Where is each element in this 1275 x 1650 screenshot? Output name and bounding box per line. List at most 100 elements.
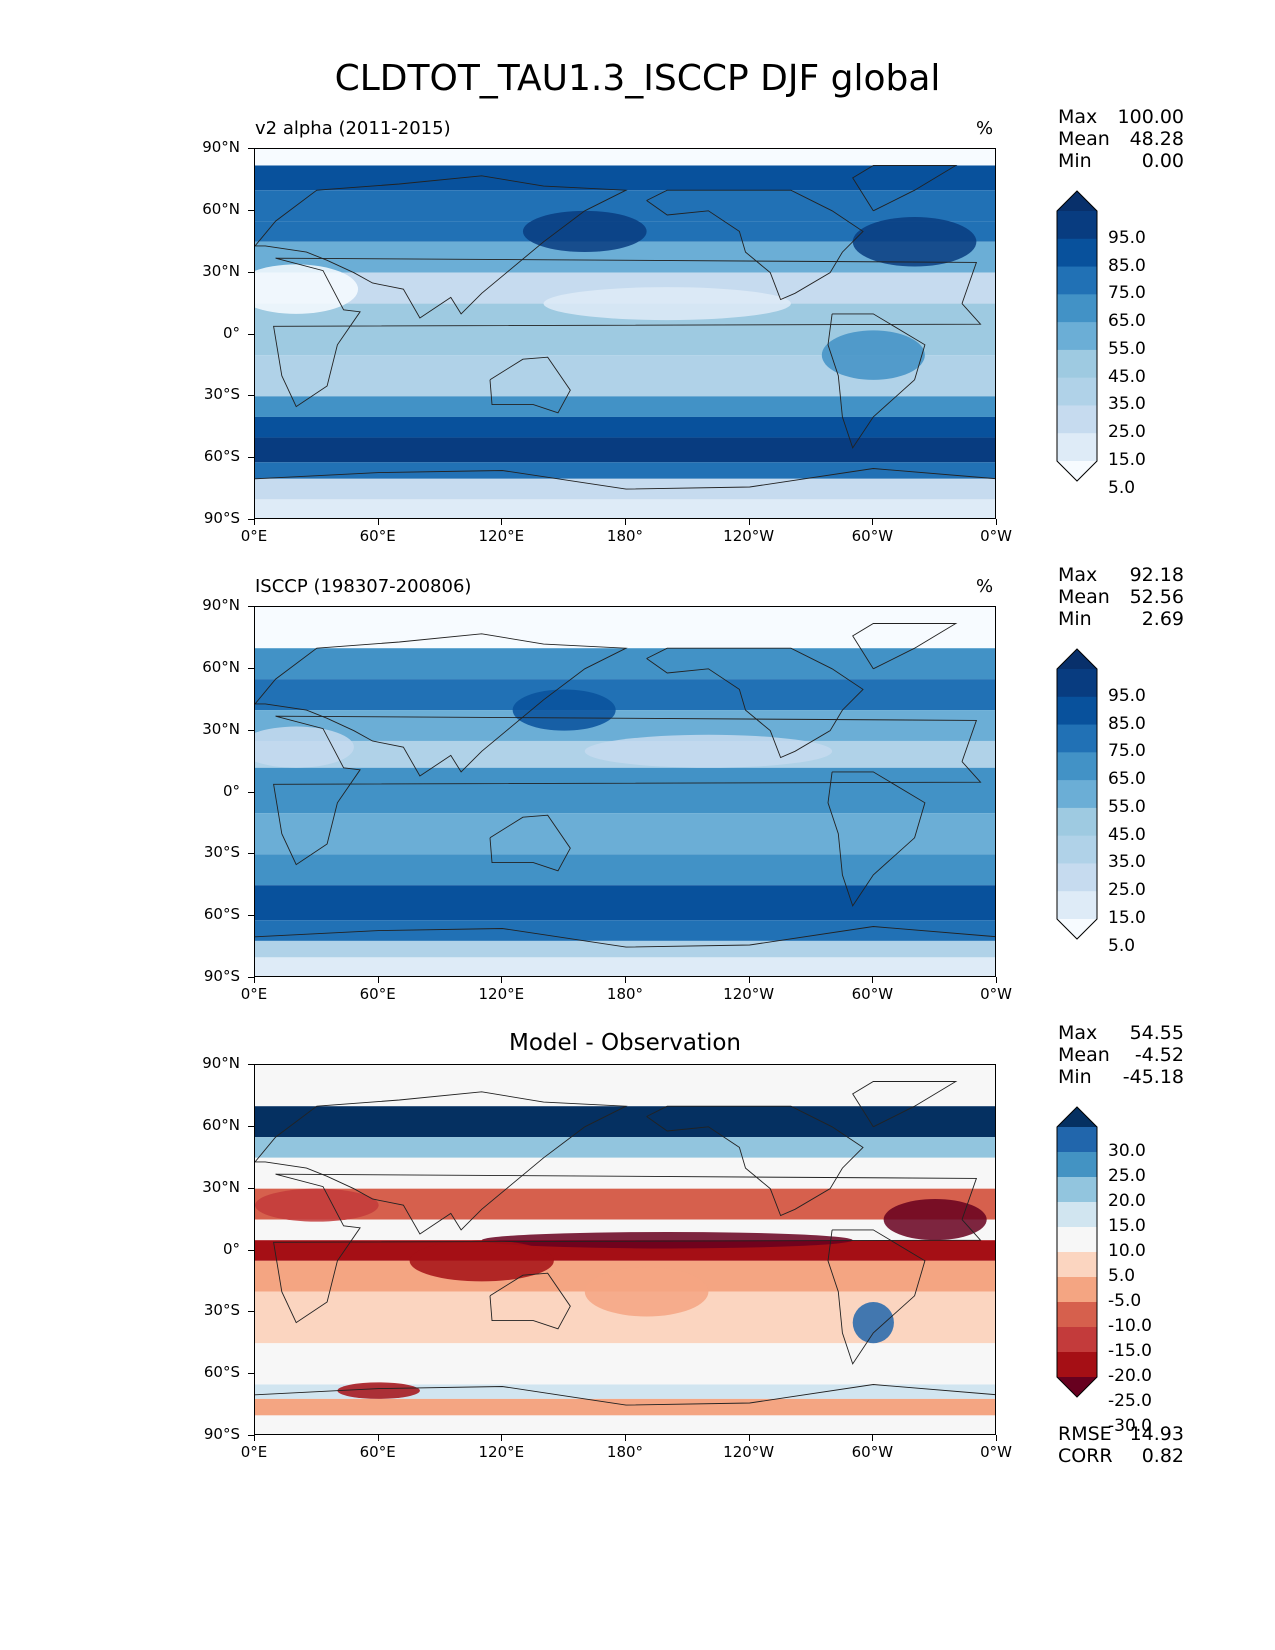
panel3-stat-rmse: RMSE 14.93 [1058,1423,1184,1445]
australia-coastline [489,814,571,872]
panel3-colorbar-label: 5.0 [1108,1266,1136,1286]
australia-coastline [489,356,571,414]
stat-value: 2.69 [1141,608,1184,630]
panel1-colorbar-segment [1057,238,1097,268]
panel2-colorbar-segment [1057,696,1097,726]
panel3-stat-max: Max 54.55 [1058,1022,1184,1044]
panel3-lon-tick [748,1435,750,1441]
panel1-lon-tick [377,519,379,525]
panel2-colorbar-label: 35.0 [1108,852,1146,873]
panel1-colorbar-segment [1057,211,1097,240]
panel1-lat-tick [248,457,254,459]
panel3-lon-tick-label: 180° [606,1443,644,1461]
panel3-colorbar-segment [1057,1302,1097,1328]
panel2-colorbar-segment [1057,669,1097,698]
panel2-lon-tick-label: 60°E [359,985,396,1003]
panel1-lon-tick [872,519,874,525]
panel1-colorbar-segment [1057,191,1097,211]
panel2-lon-tick [996,977,997,983]
panel2-colorbar-label: 75.0 [1108,741,1146,762]
panel1-lon-tick [625,519,626,525]
south-america-coastline [827,1229,926,1365]
panel2-colorbar-label: 95.0 [1108,685,1146,706]
panel1-lat-tick [248,395,254,397]
panel1-colorbar-label: 25.0 [1108,422,1146,443]
panel1-lon-tick [501,519,503,525]
panel2-lat-tick [248,729,254,731]
antarctica-coastline [255,926,995,948]
panel2-band-3 [255,710,995,741]
panel2-lon-tick-label: 120°E [478,985,525,1003]
panel3-lat-tick-label: 90°N [202,1054,240,1072]
panel2-lon-tick-label: 120°W [723,985,775,1003]
panel3-colorbar-segment [1057,1352,1097,1378]
eurasia-coastline [255,1091,628,1235]
stat-label: Max [1058,106,1098,128]
antarctica-coastline [255,1384,995,1406]
panel1-colorbar-segment [1057,405,1097,434]
panel3-colorbar-segment [1057,1327,1097,1353]
panel3-lon-tick-label: 60°W [851,1443,894,1461]
panel3-lat-tick [248,1187,254,1189]
panel3-colorbar-segment [1057,1252,1097,1278]
panel3-colorbar-segment [1057,1202,1097,1228]
panel2-colorbar-segment [1057,807,1097,837]
panel1-lon-tick-label: 120°W [723,527,775,545]
panel3-stat-min: Min -45.18 [1058,1066,1184,1088]
stat-label: Mean [1058,128,1110,150]
panel3-lon-tick [254,1435,255,1441]
stat-value: 0.00 [1141,150,1184,172]
panel3-colorbar-segment [1057,1107,1097,1127]
africa-coastline [273,715,982,866]
panel2-band-0 [255,607,995,649]
panel1-colorbar-label: 65.0 [1108,311,1146,332]
panel3-stat-mean: Mean -4.52 [1058,1044,1184,1066]
panel2-lat-tick [248,853,254,855]
panel2-band-2 [255,679,995,711]
panel2-lat-tick [248,915,254,917]
panel1-lat-tick-label: 90°S [203,509,240,527]
panel1-title: v2 alpha (2011-2015) [255,118,451,139]
panel1-colorbar-segment [1057,461,1097,481]
panel3-patagonia-blob [852,1302,894,1344]
panel1-npacific-blob [522,210,647,253]
panel3-maritime-blob [409,1240,554,1282]
panel3-colorbar-label: 15.0 [1108,1216,1146,1236]
panel2-stat-max: Max 92.18 [1058,564,1184,586]
panel1-colorbar-label: 95.0 [1108,227,1146,248]
panel2-colorbar-outline [1056,648,1098,940]
panel1-lon-tick-label: 120°E [478,527,525,545]
figure-title: CLDTOT_TAU1.3_ISCCP DJF global [334,58,941,99]
panel2-lon-tick [872,977,874,983]
panel1-colorbar-segment [1057,322,1097,351]
panel2-lon-tick-label: 0°W [980,985,1012,1003]
panel3-lat-tick [248,1064,254,1065]
panel1-band-8 [255,396,995,417]
panel1-lon-tick-label: 60°W [851,527,894,545]
panel2-lat-tick-label: 90°S [203,967,240,985]
panel2-colorbar-label: 15.0 [1108,908,1146,928]
panel1-colorbar-segment [1057,433,1097,462]
panel2-lon-tick-label: 0°E [240,985,268,1003]
panel3-lon-tick-label: 0°E [240,1443,268,1461]
panel1-band-1 [255,165,995,191]
panel2-band-6 [255,813,995,855]
panel1-colorbar-label: 45.0 [1108,366,1146,387]
panel1-colorbar-label: 75.0 [1108,283,1146,304]
panel3-band-10 [255,1384,995,1399]
panel1-lat-tick [248,209,254,211]
panel3-colorbar-label: 30.0 [1108,1141,1146,1161]
panel2-lon-tick [748,977,750,983]
panel1-colorbar-segment [1057,294,1097,323]
panel2-colorbar-segment [1057,835,1097,864]
stat-label: CORR [1058,1445,1113,1467]
panel2-colorbar-segment [1057,649,1097,669]
panel1-colorbar [1056,190,1098,486]
panel2-units: % [976,576,994,597]
panel2-title: ISCCP (198307-200806) [255,576,472,597]
south-america-coastline [827,771,926,907]
panel1-lat-tick-label: 0° [222,323,240,342]
antarctica-coastline [255,468,995,490]
panel2-colorbar-label: 65.0 [1108,769,1146,790]
panel1-stat-max: Max 100.00 [1058,106,1184,128]
